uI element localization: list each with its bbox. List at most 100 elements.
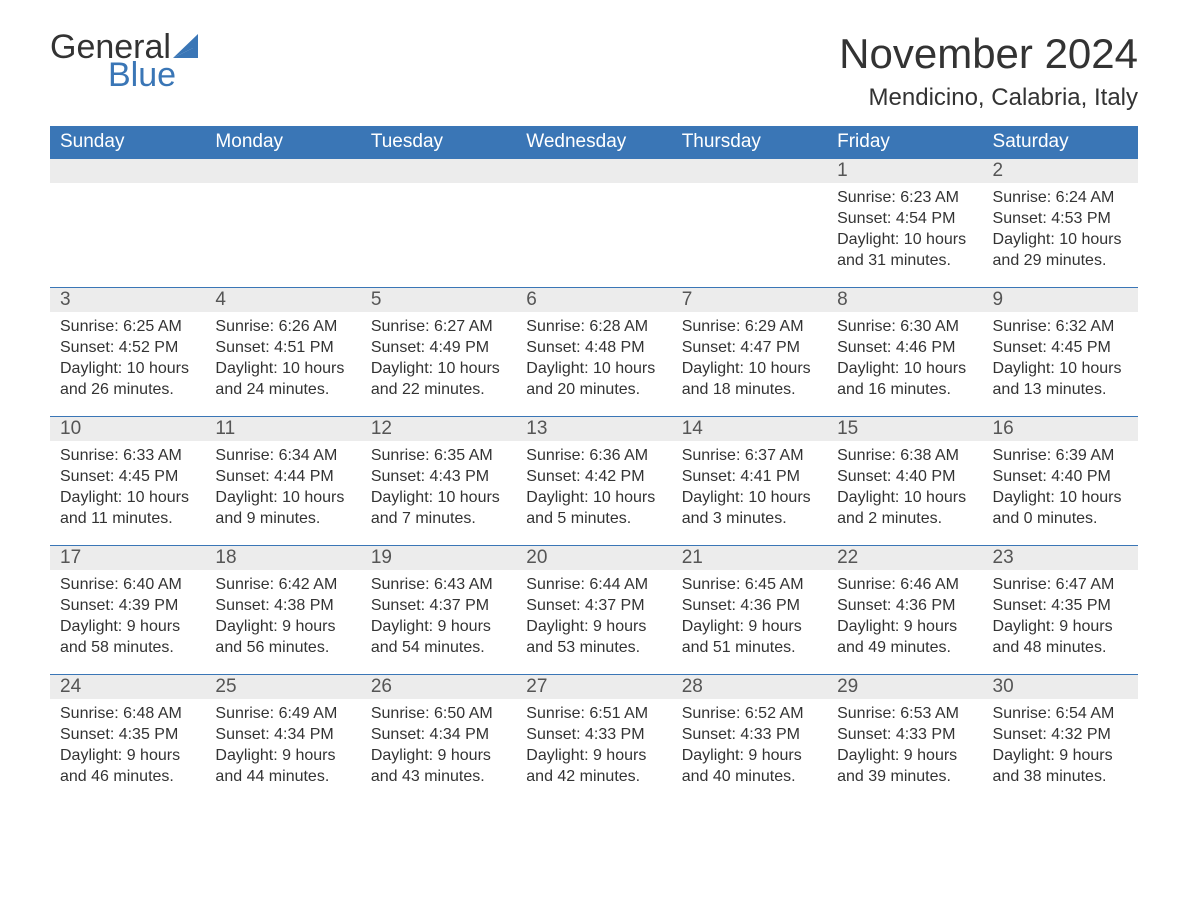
day-number: 15 bbox=[827, 418, 858, 440]
cell-body: Sunrise: 6:34 AMSunset: 4:44 PMDaylight:… bbox=[205, 441, 360, 535]
calendar-cell: 24Sunrise: 6:48 AMSunset: 4:35 PMDayligh… bbox=[50, 675, 205, 803]
daylight-line1: Daylight: 9 hours bbox=[371, 616, 506, 637]
calendar-cell: 18Sunrise: 6:42 AMSunset: 4:38 PMDayligh… bbox=[205, 546, 360, 674]
cell-body: Sunrise: 6:30 AMSunset: 4:46 PMDaylight:… bbox=[827, 312, 982, 406]
calendar-cell: 28Sunrise: 6:52 AMSunset: 4:33 PMDayligh… bbox=[672, 675, 827, 803]
sunset-text: Sunset: 4:36 PM bbox=[837, 595, 972, 616]
daynum-band: 10 bbox=[50, 417, 205, 441]
week-row: 24Sunrise: 6:48 AMSunset: 4:35 PMDayligh… bbox=[50, 674, 1138, 803]
calendar-cell bbox=[50, 159, 205, 287]
calendar-cell: 19Sunrise: 6:43 AMSunset: 4:37 PMDayligh… bbox=[361, 546, 516, 674]
cell-body: Sunrise: 6:42 AMSunset: 4:38 PMDaylight:… bbox=[205, 570, 360, 664]
daylight-line2: and 38 minutes. bbox=[993, 766, 1128, 787]
dow-friday: Friday bbox=[827, 126, 982, 159]
dow-thursday: Thursday bbox=[672, 126, 827, 159]
daynum-band: 17 bbox=[50, 546, 205, 570]
daylight-line2: and 44 minutes. bbox=[215, 766, 350, 787]
sunset-text: Sunset: 4:41 PM bbox=[682, 466, 817, 487]
calendar-cell: 2Sunrise: 6:24 AMSunset: 4:53 PMDaylight… bbox=[983, 159, 1138, 287]
daylight-line1: Daylight: 10 hours bbox=[526, 358, 661, 379]
day-number: 8 bbox=[827, 289, 848, 311]
location: Mendicino, Calabria, Italy bbox=[839, 84, 1138, 112]
day-number: 3 bbox=[50, 289, 71, 311]
cell-body: Sunrise: 6:46 AMSunset: 4:36 PMDaylight:… bbox=[827, 570, 982, 664]
day-number: 20 bbox=[516, 547, 547, 569]
daylight-line2: and 13 minutes. bbox=[993, 379, 1128, 400]
cell-body: Sunrise: 6:52 AMSunset: 4:33 PMDaylight:… bbox=[672, 699, 827, 793]
daylight-line1: Daylight: 9 hours bbox=[60, 616, 195, 637]
daylight-line1: Daylight: 9 hours bbox=[993, 616, 1128, 637]
daynum-band: 28 bbox=[672, 675, 827, 699]
daylight-line2: and 49 minutes. bbox=[837, 637, 972, 658]
cell-body: Sunrise: 6:23 AMSunset: 4:54 PMDaylight:… bbox=[827, 183, 982, 277]
calendar-cell: 6Sunrise: 6:28 AMSunset: 4:48 PMDaylight… bbox=[516, 288, 671, 416]
daynum-band: 13 bbox=[516, 417, 671, 441]
daynum-band: 2 bbox=[983, 159, 1138, 183]
cell-body: Sunrise: 6:35 AMSunset: 4:43 PMDaylight:… bbox=[361, 441, 516, 535]
daylight-line1: Daylight: 10 hours bbox=[682, 487, 817, 508]
dow-tuesday: Tuesday bbox=[361, 126, 516, 159]
calendar-cell: 9Sunrise: 6:32 AMSunset: 4:45 PMDaylight… bbox=[983, 288, 1138, 416]
cell-body: Sunrise: 6:49 AMSunset: 4:34 PMDaylight:… bbox=[205, 699, 360, 793]
dow-saturday: Saturday bbox=[983, 126, 1138, 159]
sunrise-text: Sunrise: 6:50 AM bbox=[371, 703, 506, 724]
empty-band bbox=[50, 159, 205, 183]
calendar-cell: 3Sunrise: 6:25 AMSunset: 4:52 PMDaylight… bbox=[50, 288, 205, 416]
day-number: 23 bbox=[983, 547, 1014, 569]
day-number: 17 bbox=[50, 547, 81, 569]
sunset-text: Sunset: 4:34 PM bbox=[215, 724, 350, 745]
cell-body: Sunrise: 6:38 AMSunset: 4:40 PMDaylight:… bbox=[827, 441, 982, 535]
cell-body: Sunrise: 6:33 AMSunset: 4:45 PMDaylight:… bbox=[50, 441, 205, 535]
sunset-text: Sunset: 4:38 PM bbox=[215, 595, 350, 616]
daylight-line2: and 26 minutes. bbox=[60, 379, 195, 400]
cell-body: Sunrise: 6:50 AMSunset: 4:34 PMDaylight:… bbox=[361, 699, 516, 793]
calendar-cell: 1Sunrise: 6:23 AMSunset: 4:54 PMDaylight… bbox=[827, 159, 982, 287]
daylight-line2: and 48 minutes. bbox=[993, 637, 1128, 658]
daylight-line2: and 31 minutes. bbox=[837, 250, 972, 271]
sunrise-text: Sunrise: 6:39 AM bbox=[993, 445, 1128, 466]
calendar-cell: 25Sunrise: 6:49 AMSunset: 4:34 PMDayligh… bbox=[205, 675, 360, 803]
calendar-cell: 11Sunrise: 6:34 AMSunset: 4:44 PMDayligh… bbox=[205, 417, 360, 545]
sunrise-text: Sunrise: 6:47 AM bbox=[993, 574, 1128, 595]
cell-body: Sunrise: 6:54 AMSunset: 4:32 PMDaylight:… bbox=[983, 699, 1138, 793]
week-row: 17Sunrise: 6:40 AMSunset: 4:39 PMDayligh… bbox=[50, 545, 1138, 674]
daynum-band: 22 bbox=[827, 546, 982, 570]
sunrise-text: Sunrise: 6:46 AM bbox=[837, 574, 972, 595]
day-number: 21 bbox=[672, 547, 703, 569]
daylight-line2: and 0 minutes. bbox=[993, 508, 1128, 529]
daynum-band: 24 bbox=[50, 675, 205, 699]
cell-body: Sunrise: 6:24 AMSunset: 4:53 PMDaylight:… bbox=[983, 183, 1138, 277]
daylight-line1: Daylight: 10 hours bbox=[371, 358, 506, 379]
day-number: 29 bbox=[827, 676, 858, 698]
calendar-cell: 22Sunrise: 6:46 AMSunset: 4:36 PMDayligh… bbox=[827, 546, 982, 674]
daynum-band: 15 bbox=[827, 417, 982, 441]
sunrise-text: Sunrise: 6:54 AM bbox=[993, 703, 1128, 724]
calendar: Sunday Monday Tuesday Wednesday Thursday… bbox=[50, 126, 1138, 803]
calendar-cell: 26Sunrise: 6:50 AMSunset: 4:34 PMDayligh… bbox=[361, 675, 516, 803]
day-number: 10 bbox=[50, 418, 81, 440]
daylight-line2: and 7 minutes. bbox=[371, 508, 506, 529]
daylight-line2: and 22 minutes. bbox=[371, 379, 506, 400]
calendar-cell: 5Sunrise: 6:27 AMSunset: 4:49 PMDaylight… bbox=[361, 288, 516, 416]
calendar-cell: 15Sunrise: 6:38 AMSunset: 4:40 PMDayligh… bbox=[827, 417, 982, 545]
title-block: November 2024 Mendicino, Calabria, Italy bbox=[839, 30, 1138, 112]
empty-band bbox=[516, 159, 671, 183]
sunrise-text: Sunrise: 6:24 AM bbox=[993, 187, 1128, 208]
day-number: 25 bbox=[205, 676, 236, 698]
sunset-text: Sunset: 4:43 PM bbox=[371, 466, 506, 487]
calendar-cell: 17Sunrise: 6:40 AMSunset: 4:39 PMDayligh… bbox=[50, 546, 205, 674]
dow-row: Sunday Monday Tuesday Wednesday Thursday… bbox=[50, 126, 1138, 159]
daynum-band: 1 bbox=[827, 159, 982, 183]
daynum-band: 23 bbox=[983, 546, 1138, 570]
calendar-cell bbox=[205, 159, 360, 287]
daynum-band: 19 bbox=[361, 546, 516, 570]
sunset-text: Sunset: 4:53 PM bbox=[993, 208, 1128, 229]
sunrise-text: Sunrise: 6:40 AM bbox=[60, 574, 195, 595]
daylight-line1: Daylight: 9 hours bbox=[526, 745, 661, 766]
sunrise-text: Sunrise: 6:30 AM bbox=[837, 316, 972, 337]
day-number: 2 bbox=[983, 160, 1004, 182]
sunset-text: Sunset: 4:45 PM bbox=[60, 466, 195, 487]
daylight-line1: Daylight: 10 hours bbox=[837, 229, 972, 250]
cell-body: Sunrise: 6:39 AMSunset: 4:40 PMDaylight:… bbox=[983, 441, 1138, 535]
sunset-text: Sunset: 4:35 PM bbox=[60, 724, 195, 745]
